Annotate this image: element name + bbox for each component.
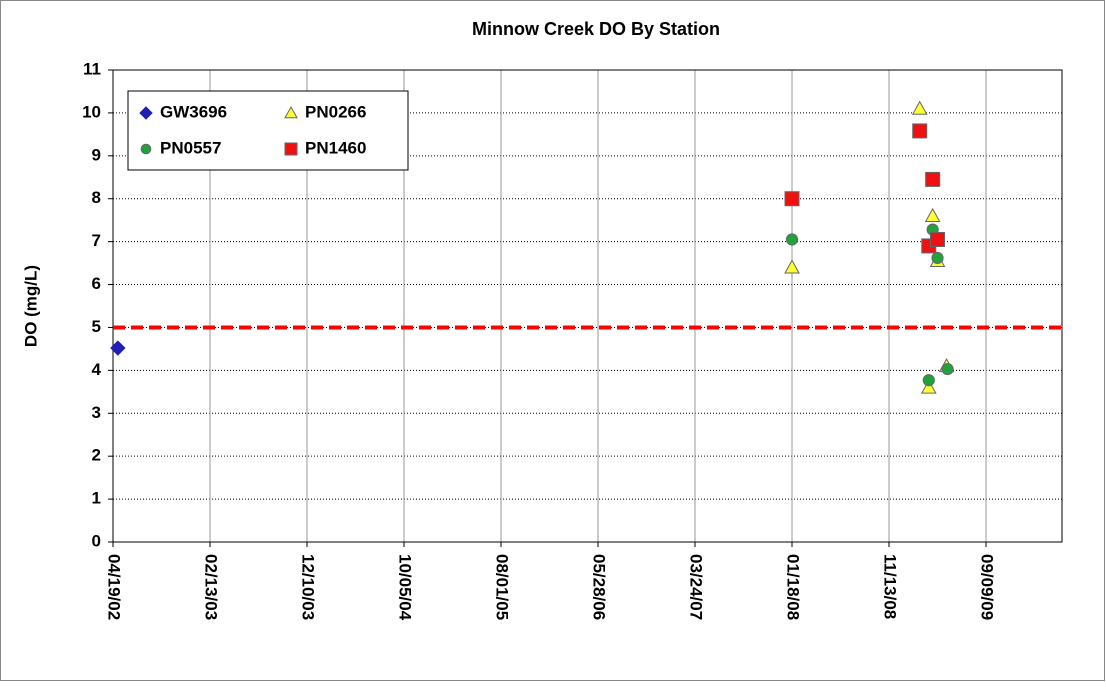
y-tick-label: 0	[92, 531, 101, 550]
y-tick-label: 6	[92, 274, 101, 293]
y-tick-label: 11	[83, 59, 101, 78]
y-tick-label: 10	[82, 102, 101, 121]
y-tick-label: 9	[92, 145, 101, 164]
marker	[911, 100, 928, 115]
y-tick-label: 8	[92, 188, 101, 207]
legend-label: PN1460	[305, 138, 366, 157]
y-tick-label: 5	[92, 317, 101, 336]
y-tick-label: 7	[92, 231, 101, 250]
y-tick-label: 1	[92, 489, 101, 508]
x-tick-label: 11/13/08	[881, 554, 900, 619]
legend-marker	[140, 143, 152, 155]
marker	[924, 207, 941, 222]
legend-label: PN0266	[305, 102, 366, 121]
x-tick-label: 02/13/03	[202, 554, 221, 620]
x-tick-label: 03/24/07	[687, 554, 706, 620]
marker	[784, 259, 800, 274]
marker	[110, 340, 126, 356]
plot-border	[112, 69, 1063, 543]
marker	[941, 362, 954, 376]
x-tick-label: 05/28/06	[590, 554, 609, 620]
legend-label: PN0557	[160, 138, 221, 157]
marker	[922, 374, 935, 387]
chart-title: Minnow Creek DO By Station	[472, 19, 720, 39]
marker	[931, 251, 944, 265]
x-tick-label: 04/19/02	[105, 554, 124, 620]
legend-marker	[139, 106, 153, 120]
marker	[925, 171, 941, 187]
marker	[912, 123, 928, 139]
x-tick-label: 12/10/03	[299, 554, 318, 620]
x-tick-label: 08/01/05	[493, 554, 512, 620]
legend-box	[127, 90, 409, 171]
x-tick-label: 01/18/08	[784, 554, 803, 620]
marker	[784, 191, 800, 207]
legend-marker	[284, 105, 298, 119]
x-tick-label: 10/05/04	[396, 554, 415, 621]
marker	[920, 379, 937, 394]
y-tick-label: 3	[92, 403, 101, 422]
legend-marker	[284, 142, 298, 156]
y-tick-label: 2	[92, 446, 101, 465]
marker	[930, 231, 946, 247]
legend-label: GW3696	[160, 102, 227, 121]
x-tick-label: 09/09/09	[978, 554, 997, 620]
y-tick-label: 4	[92, 360, 102, 379]
marker	[785, 233, 799, 246]
y-axis-label: DO (mg/L)	[21, 265, 40, 347]
